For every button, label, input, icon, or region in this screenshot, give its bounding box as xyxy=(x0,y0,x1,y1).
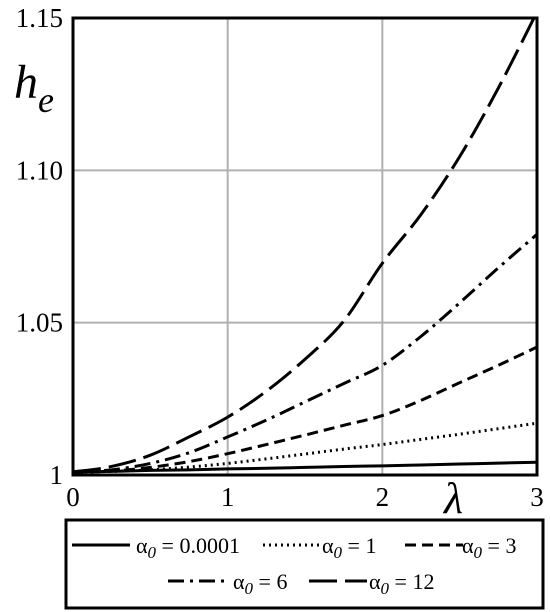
legend-entry-3: α0 = 6 xyxy=(233,569,287,598)
legend-value: = 3 xyxy=(482,533,516,558)
x-axis-label: λ xyxy=(442,474,463,523)
x-tick-label: 1 xyxy=(221,482,235,512)
legend-value: = 1 xyxy=(342,533,376,558)
y-tick-label: 1.10 xyxy=(16,155,63,185)
legend-entry-1: α0 = 1 xyxy=(322,533,376,562)
legend-symbol: α xyxy=(322,533,334,558)
plot-frame xyxy=(71,16,539,477)
x-tick-label: 0 xyxy=(66,482,80,512)
series-line-2 xyxy=(72,345,538,474)
legend-symbol: α xyxy=(233,569,245,594)
series-line-4 xyxy=(72,11,539,474)
y-tick-label: 1.15 xyxy=(16,3,63,33)
tick-labels: 0 1 2 311.051.101.15 xyxy=(16,3,544,512)
y-axis-label-sub: e xyxy=(38,80,54,120)
legend-value: = 6 xyxy=(253,569,287,594)
series-line-3 xyxy=(72,233,538,474)
legend-subscript: 0 xyxy=(245,579,254,598)
legend-value: = 0.0001 xyxy=(156,533,240,558)
legend-symbol: α xyxy=(136,533,148,558)
series-lines xyxy=(72,11,539,474)
legend-subscript: 0 xyxy=(148,543,157,562)
series-line-0 xyxy=(72,460,538,474)
legend-subscript: 0 xyxy=(381,579,390,598)
legend-subscript: 0 xyxy=(474,543,483,562)
legend-box xyxy=(64,518,545,610)
legend-symbol: α xyxy=(369,569,381,594)
legend-symbol: α xyxy=(462,533,474,558)
grid xyxy=(73,18,537,475)
x-tick-label: 3 xyxy=(530,482,544,512)
y-tick-label: 1.05 xyxy=(16,308,63,338)
x-tick-label: 2 xyxy=(376,482,390,512)
y-axis-label: he xyxy=(14,56,54,120)
legend-subscript: 0 xyxy=(334,543,343,562)
legend-entry-0: α0 = 0.0001 xyxy=(136,533,240,562)
legend-entry-2: α0 = 3 xyxy=(462,533,516,562)
legend-value: = 12 xyxy=(389,569,434,594)
legend-entry-4: α0 = 12 xyxy=(369,569,434,598)
y-axis-label-base: h xyxy=(14,56,38,109)
y-tick-label: 1 xyxy=(50,460,64,490)
legend: α0 = 0.0001 α0 = 1 α0 = 3α0 = 6 α0 = 12 xyxy=(64,518,545,610)
